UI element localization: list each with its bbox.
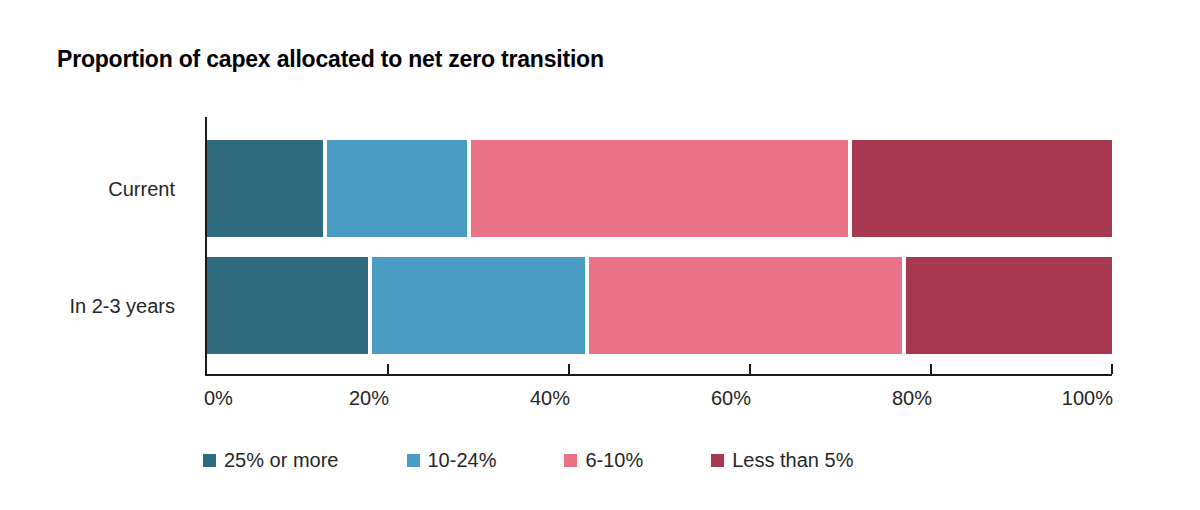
x-axis-line [205,374,1112,376]
legend-label: 25% or more [224,449,339,472]
x-tick [1111,364,1113,374]
bar-segment [207,257,370,354]
legend-item: Less than 5% [711,449,853,472]
bar-segment [850,140,1112,237]
legend: 25% or more 10-24% 6-10% Less than 5% [203,449,853,472]
legend-swatch [711,454,724,467]
legend-label: 6-10% [585,449,643,472]
bar-row-in-2-3-years [207,257,1112,354]
legend-item: 10-24% [407,449,497,472]
bar-segment [587,257,904,354]
x-tick-label: 0% [204,387,233,409]
x-tick-label: 80% [892,387,932,409]
x-tick-label: 40% [530,387,570,409]
x-tick [749,364,751,374]
bar-segment [469,140,849,237]
legend-swatch [407,454,420,467]
x-tick-label: 100% [1062,387,1113,409]
bar-row-current [207,140,1112,237]
legend-item: 6-10% [564,449,643,472]
x-tick-label: 60% [711,387,751,409]
legend-swatch [564,454,577,467]
category-label: In 2-3 years [15,294,175,318]
bar-segment [207,140,325,237]
legend-label: 10-24% [428,449,497,472]
x-tick-label: 20% [349,387,389,409]
x-tick [568,364,570,374]
bar-segment [370,257,587,354]
category-label: Current [15,177,175,201]
plot-area: Current In 2-3 years 0% 20% 40% 60% 80% 100% [0,0,1200,510]
legend-label: Less than 5% [732,449,853,472]
chart-page: Proportion of capex allocated to net zer… [0,0,1200,510]
bar-segment [325,140,470,237]
bar-segment [904,257,1112,354]
x-tick [930,364,932,374]
legend-swatch [203,454,216,467]
legend-item: 25% or more [203,449,339,472]
x-tick [387,364,389,374]
